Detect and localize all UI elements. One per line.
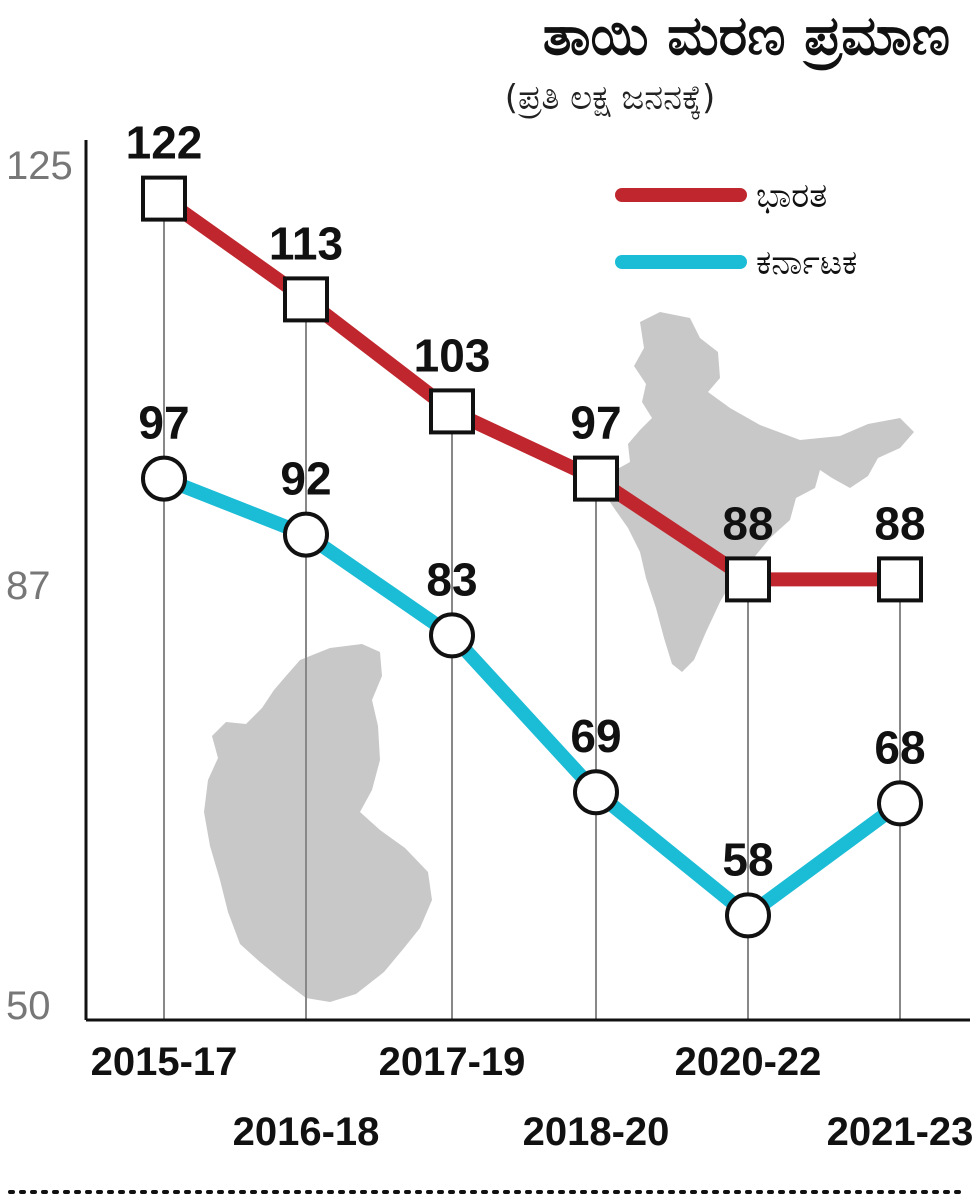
series-line xyxy=(157,471,907,923)
y-tick-label: 125 xyxy=(6,144,73,188)
chart-subtitle: (ಪ್ರತಿ ಲಕ್ಷ ಜನನಕ್ಕೆ) xyxy=(504,78,716,118)
series-line xyxy=(157,191,907,587)
data-label: 83 xyxy=(426,553,477,605)
data-label: 58 xyxy=(722,833,773,885)
data-point-square xyxy=(725,556,771,603)
data-point-circle xyxy=(877,780,923,827)
karnataka-map-icon xyxy=(204,644,432,1002)
data-label: 68 xyxy=(874,721,925,773)
india-map-icon xyxy=(602,312,914,672)
data-point-circle xyxy=(429,612,475,659)
y-tick-label: 87 xyxy=(6,564,51,608)
data-label: 97 xyxy=(570,397,621,449)
x-tick-label: 2020-22 xyxy=(675,1040,822,1084)
chart-title: ತಾಯಿ ಮರಣ ಪ್ರಮಾಣ xyxy=(542,4,950,67)
data-label: 88 xyxy=(722,497,773,549)
x-tick-label: 2016-18 xyxy=(233,1110,380,1154)
data-point-circle xyxy=(141,455,187,502)
y-tick-label: 50 xyxy=(6,984,51,1028)
data-point-square xyxy=(283,276,329,323)
data-label: 69 xyxy=(570,710,621,762)
data-label: 122 xyxy=(126,117,203,169)
data-label: 92 xyxy=(280,453,331,505)
x-tick-label: 2018-20 xyxy=(523,1110,670,1154)
data-point-circle xyxy=(725,892,771,939)
data-label: 113 xyxy=(269,217,343,269)
x-tick-label: 2015-17 xyxy=(91,1040,238,1084)
data-label: 88 xyxy=(874,497,925,549)
legend-label: ಕರ್ನಾಟಕ xyxy=(756,243,857,283)
data-point-square xyxy=(429,388,475,435)
x-tick-label: 2017-19 xyxy=(379,1040,526,1084)
data-point-square xyxy=(877,556,923,603)
data-point-square xyxy=(141,175,187,222)
x-tick-label: 2021-23 xyxy=(827,1110,974,1154)
data-point-circle xyxy=(283,511,329,558)
data-label: 97 xyxy=(138,397,189,449)
data-point-square xyxy=(573,455,619,502)
data-point-circle xyxy=(573,769,619,816)
data-label: 103 xyxy=(414,329,491,381)
legend-label: ಭಾರತ xyxy=(756,176,827,216)
